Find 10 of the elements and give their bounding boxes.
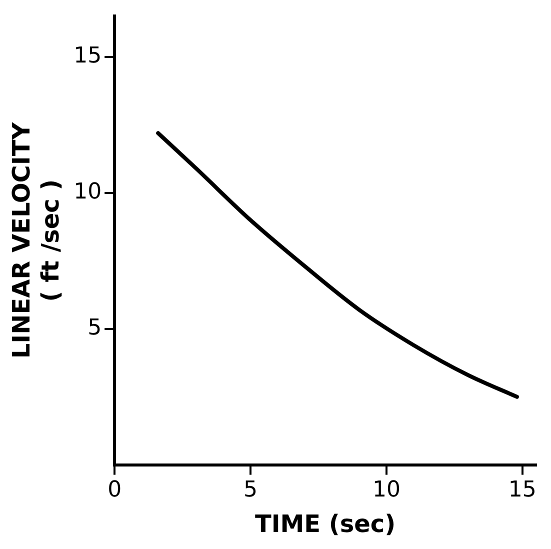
- x-tick-label: 0: [108, 478, 122, 503]
- y-axis-title: LINEAR VELOCITY ( ft /sec ): [8, 122, 64, 359]
- x-tick-label: 5: [244, 478, 258, 503]
- x-tick-label: 10: [372, 478, 400, 503]
- x-tick-label: 15: [508, 478, 536, 503]
- x-axis-title: TIME (sec): [254, 510, 396, 538]
- line-series: [156, 131, 519, 399]
- y-tick-label: 5: [88, 316, 102, 341]
- y-tick-label: 15: [74, 44, 102, 69]
- y-tick-label: 10: [74, 180, 102, 205]
